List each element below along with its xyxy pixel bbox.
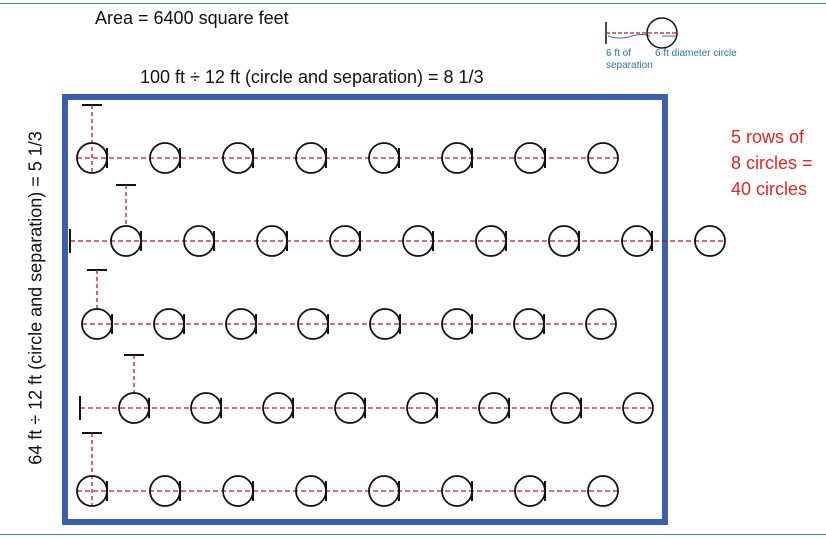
rows-layer <box>69 104 726 507</box>
legend-separation-label: 6 ft of separation <box>606 48 653 72</box>
legend-icon <box>605 17 678 49</box>
row-5-circle-8 <box>587 475 619 507</box>
result-line-1: 5 rows of <box>731 127 805 147</box>
result-line-2: 8 circles = <box>731 153 813 173</box>
row-3-circle-8 <box>585 308 617 340</box>
bottom-rule <box>0 534 826 535</box>
top-rule <box>0 3 826 4</box>
result-line-3: 40 circles <box>731 179 808 199</box>
area-title: Area = 6400 square feet <box>95 8 289 28</box>
row-1-circle-8 <box>587 142 619 174</box>
legend-brace <box>607 34 651 39</box>
legend-separation-line-1: 6 ft of <box>606 48 632 59</box>
row-4-circle-8 <box>622 392 654 424</box>
legend-circle-label: 6 ft diameter circle <box>655 48 737 59</box>
plot-border <box>62 94 668 525</box>
row-2-circle-9 <box>694 225 726 257</box>
horizontal-calculation: 100 ft ÷ 12 ft (circle and separation) =… <box>140 67 484 87</box>
legend-circle <box>646 17 678 49</box>
legend-separation-line-2: separation <box>606 60 653 71</box>
